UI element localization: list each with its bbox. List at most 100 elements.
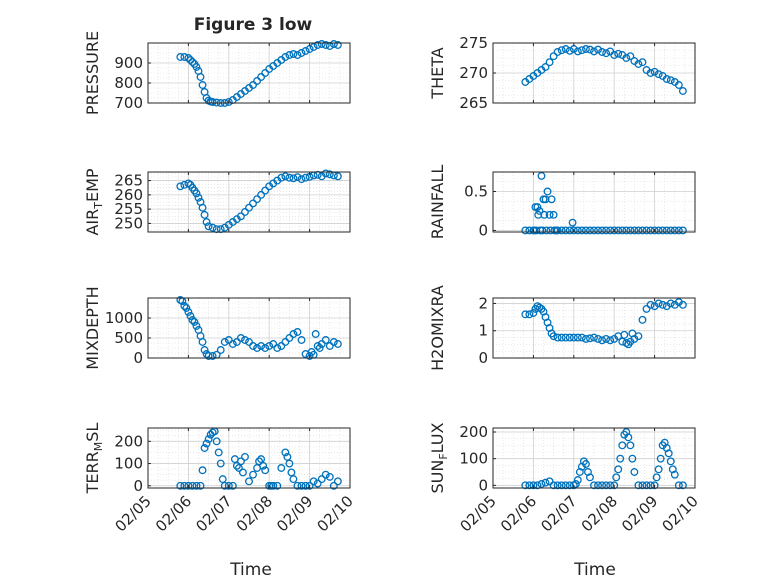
- data-point: [220, 481, 229, 490]
- y-tick-label: 265: [114, 172, 143, 190]
- data-point: [194, 193, 203, 202]
- subplot-grid: 700 800 900 PRESSURE 265 270 275 THETA 250255260…: [83, 31, 702, 535]
- data-point: [650, 226, 659, 235]
- data-point: [678, 481, 687, 490]
- data-point: [289, 50, 298, 58]
- data-point: [568, 218, 577, 227]
- data-point: [317, 340, 326, 348]
- data-point: [245, 477, 253, 486]
- data-point: [553, 481, 562, 490]
- data-point: [670, 226, 679, 235]
- data-point: [553, 333, 562, 342]
- data-point: [236, 334, 245, 342]
- data-point: [545, 477, 554, 486]
- data-point: [525, 310, 534, 319]
- data-point: [204, 435, 213, 444]
- data-point: [309, 43, 318, 51]
- y-tick-label: 0: [133, 477, 143, 495]
- data-point: [241, 208, 249, 216]
- data-point: [253, 77, 262, 85]
- data-point: [557, 481, 566, 490]
- data-point: [176, 53, 185, 61]
- data-point: [184, 308, 193, 316]
- data-point: [535, 207, 544, 215]
- data-point: [646, 300, 655, 309]
- data-point: [630, 226, 639, 235]
- data-point: [535, 303, 544, 312]
- data-point: [602, 49, 611, 58]
- data-point: [289, 330, 298, 338]
- data-point: [577, 46, 586, 55]
- data-point: [245, 203, 253, 212]
- data-point: [317, 475, 326, 484]
- data-point: [620, 330, 629, 339]
- axes-box: [492, 171, 696, 233]
- data-point: [228, 481, 237, 490]
- data-point: [285, 51, 294, 59]
- data-point: [573, 47, 582, 56]
- data-point: [602, 481, 611, 490]
- data-point: [612, 473, 621, 482]
- y-tick-label: 200: [459, 423, 488, 441]
- data-point: [642, 226, 651, 235]
- y-axis-label: SUNFLUX: [428, 422, 450, 493]
- data-point: [224, 481, 233, 490]
- data-point: [245, 338, 253, 346]
- data-point: [321, 41, 330, 49]
- data-point: [586, 334, 594, 343]
- data-point: [654, 299, 663, 308]
- data-point: [200, 346, 209, 354]
- data-point: [192, 189, 201, 198]
- data-point: [561, 45, 570, 53]
- y-axis-label: H2OMIXRA: [428, 285, 447, 371]
- data-point: [281, 53, 290, 61]
- data-point: [678, 226, 687, 235]
- figure-title: Figure 3 low: [194, 15, 313, 35]
- data-point: [202, 218, 211, 226]
- data-point: [196, 481, 205, 490]
- data-point: [216, 346, 225, 354]
- data-point: [628, 454, 637, 463]
- data-point: [626, 226, 635, 235]
- data-point: [329, 481, 338, 490]
- y-tick-label: 200: [114, 432, 143, 450]
- data-point: [249, 470, 257, 479]
- data-point: [674, 481, 683, 490]
- data-point: [186, 56, 195, 64]
- y-tick-label: 250: [114, 214, 143, 232]
- y-axis-label: RAINFALL: [428, 165, 447, 240]
- data-point: [541, 63, 550, 71]
- data-point: [301, 173, 310, 182]
- data-point: [198, 338, 207, 346]
- data-point: [569, 333, 578, 342]
- data-point: [664, 449, 673, 458]
- data-point: [521, 481, 530, 490]
- axes-box: [492, 297, 696, 359]
- data-point: [232, 338, 241, 346]
- data-point: [188, 481, 197, 490]
- y-tick-label: 265: [459, 94, 488, 112]
- data-point: [590, 47, 598, 56]
- data-point: [216, 459, 225, 468]
- data-point: [321, 470, 330, 479]
- data-point: [622, 339, 631, 347]
- data-point: [541, 478, 550, 487]
- y-tick-label: 1: [478, 322, 488, 340]
- data-point: [565, 226, 574, 235]
- data-point: [630, 468, 639, 476]
- data-point: [666, 226, 675, 235]
- data-point: [543, 187, 552, 196]
- data-point: [188, 58, 197, 66]
- data-point: [549, 481, 558, 490]
- y-tick-label: 0: [478, 476, 488, 494]
- data-point: [255, 457, 264, 466]
- data-point: [594, 45, 602, 54]
- data-point: [261, 69, 270, 77]
- data-point: [190, 318, 199, 326]
- data-point: [598, 336, 607, 345]
- data-point: [186, 312, 195, 320]
- data-point: [208, 352, 217, 360]
- data-point: [573, 226, 582, 235]
- data-point: [182, 304, 191, 312]
- data-point: [301, 47, 310, 55]
